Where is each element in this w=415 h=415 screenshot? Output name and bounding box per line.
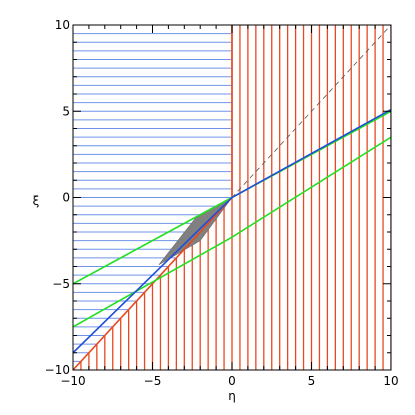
hatch-layer [73, 25, 391, 370]
series-line-3 [73, 136, 391, 328]
x-axis-label: η [228, 389, 236, 403]
x-tick-label: 10 [383, 374, 398, 388]
series-line-4 [73, 108, 391, 354]
y-tick-label: 5 [62, 104, 70, 118]
x-tick-label: 0 [228, 374, 236, 388]
series-layer [73, 25, 391, 370]
y-tick-label: 0 [62, 191, 70, 205]
tick-layer: −10 −5 0 5 10 −10 −5 0 5 10 [45, 18, 399, 388]
y-tick-label: −10 [45, 363, 70, 377]
y-tick-label: 10 [55, 18, 70, 32]
y-tick-label: −5 [52, 277, 70, 291]
x-tick-label: −10 [60, 374, 85, 388]
x-tick-label: 5 [308, 374, 316, 388]
x-tick-label: −5 [144, 374, 162, 388]
y-axis-label: ξ [33, 194, 40, 208]
